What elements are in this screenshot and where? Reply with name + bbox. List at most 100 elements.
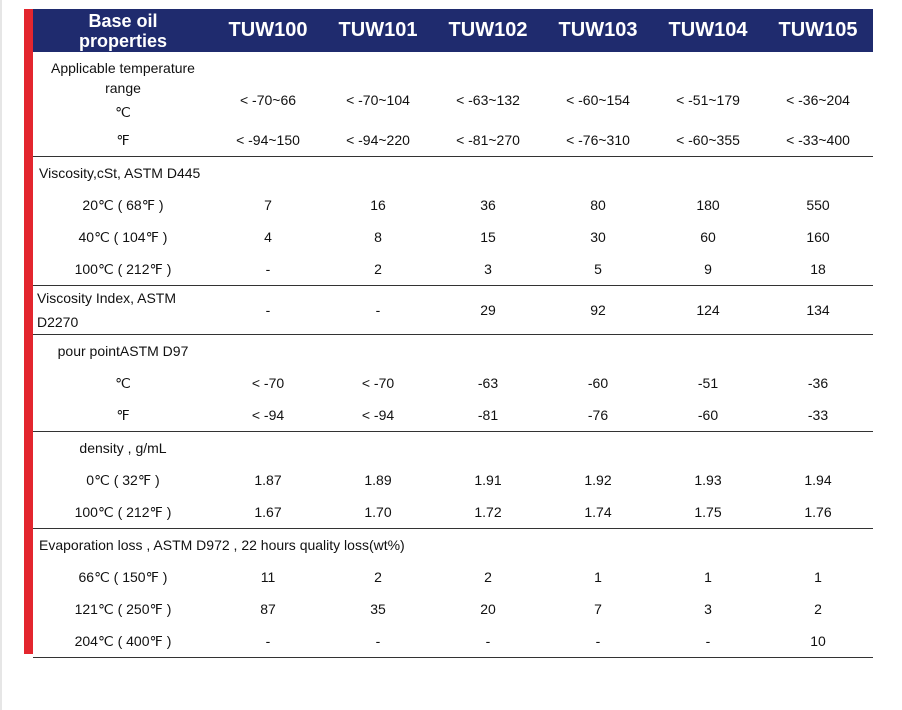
density-title-row: density , g/mL [33, 432, 873, 465]
table-cell: 30 [590, 229, 606, 245]
table-row: 121℃ ( 250℉ ) 87 35 20 7 3 2 [33, 593, 873, 625]
vi-title-line1: Viscosity Index, ASTM [37, 290, 177, 306]
table-cell: < -76~310 [543, 124, 653, 157]
table-cell: 60 [700, 229, 716, 245]
viscosity-index-label: Viscosity Index, ASTM D2270 [33, 285, 213, 335]
header-title-line1: Base oil [88, 10, 158, 31]
row-label: ℃ [115, 374, 131, 391]
row-label: ℉ [33, 124, 213, 157]
density-title: density , g/mL [79, 440, 167, 456]
table-cell: 87 [260, 601, 276, 617]
table-cell: 11 [260, 569, 276, 585]
header-row: Base oil properties TUW100 TUW101 TUW102… [33, 9, 873, 52]
vi-title-line2: D2270 [37, 314, 79, 330]
product-header: TUW103 [543, 9, 653, 52]
table-cell: < -94~150 [213, 124, 323, 157]
table-cell: 8 [374, 229, 382, 245]
row-label: 20℃ ( 68℉ ) [82, 196, 164, 213]
table-cell: 1.70 [323, 496, 433, 529]
table-cell: < -94 [323, 399, 433, 432]
evap-title: Evaporation loss , ASTM D972 , 22 hours … [39, 537, 405, 553]
row-label: ℃ [115, 103, 131, 120]
table-row: range < -70~66 < -70~104 < -63~132 < -60… [33, 76, 873, 108]
table-cell: 7 [594, 601, 602, 617]
table-cell: 5 [543, 253, 653, 286]
table-row: 204℃ ( 400℉ ) - - - - - 10 [33, 625, 873, 658]
table-cell: -60 [653, 399, 763, 432]
table-cell: 35 [370, 601, 386, 617]
table-cell: 1.94 [804, 472, 832, 488]
table-cell: 29 [433, 285, 543, 335]
table-cell: -76 [543, 399, 653, 432]
evap-title-row: Evaporation loss , ASTM D972 , 22 hours … [33, 529, 873, 562]
table-cell: 1.72 [433, 496, 543, 529]
table-cell: 1.76 [763, 496, 873, 529]
table-cell: 15 [480, 229, 496, 245]
table-row: 66℃ ( 150℉ ) 11 2 2 1 1 1 [33, 561, 873, 593]
row-label: ℉ [33, 399, 213, 432]
table-cell: < -70~104 [346, 92, 410, 108]
table-cell: 3 [704, 601, 712, 617]
table-cell: 1.75 [653, 496, 763, 529]
table-row: Viscosity Index, ASTM D2270 - - 29 92 12… [33, 285, 873, 335]
table-cell: 2 [484, 569, 492, 585]
table-cell: 124 [653, 285, 763, 335]
viscosity-title-row: Viscosity,cSt, ASTM D445 [33, 157, 873, 190]
temp-title-line2: range [105, 80, 141, 96]
table-cell: 180 [696, 197, 720, 213]
table-cell: 1.91 [474, 472, 502, 488]
table-cell: < -60~154 [566, 92, 630, 108]
table-row: ℉ < -94 < -94 -81 -76 -60 -33 [33, 399, 873, 432]
table-cell: - [433, 625, 543, 658]
table-cell: < -51~179 [676, 92, 740, 108]
table-cell: 80 [590, 197, 606, 213]
table-cell: 10 [763, 625, 873, 658]
row-label: 0℃ ( 32℉ ) [86, 471, 160, 488]
table-cell: < -33~400 [763, 124, 873, 157]
table-cell: 1.89 [364, 472, 392, 488]
table-cell: 2 [814, 601, 822, 617]
product-header: TUW101 [323, 9, 433, 52]
product-header: TUW102 [433, 9, 543, 52]
table-cell: 2 [323, 253, 433, 286]
table-row: ℃ < -70 < -70 -63 -60 -51 -36 [33, 367, 873, 399]
table-cell: -81 [433, 399, 543, 432]
table-cell: -63 [477, 375, 499, 391]
table-cell: 1 [594, 569, 602, 585]
table-cell: - [543, 625, 653, 658]
table-cell: 1.87 [254, 472, 282, 488]
table-cell: 4 [264, 229, 272, 245]
table-row: 40℃ ( 104℉ ) 4 8 15 30 60 160 [33, 221, 873, 253]
product-header: TUW104 [653, 9, 763, 52]
pour-title-row: pour pointASTM D97 [33, 335, 873, 368]
table-row: 100℃ ( 212℉ ) 1.67 1.70 1.72 1.74 1.75 1… [33, 496, 873, 529]
table-cell: 1.93 [694, 472, 722, 488]
table-cell: 16 [370, 197, 386, 213]
table-cell: 3 [433, 253, 543, 286]
table-cell: - [213, 285, 323, 335]
table-cell: 18 [763, 253, 873, 286]
table-row: 20℃ ( 68℉ ) 7 16 36 80 180 550 [33, 189, 873, 221]
table-cell: -36 [807, 375, 829, 391]
base-oil-properties-table: Base oil properties TUW100 TUW101 TUW102… [33, 9, 873, 658]
table-cell: 2 [374, 569, 382, 585]
table-cell: - [213, 253, 323, 286]
table-cell: 1.74 [543, 496, 653, 529]
row-label: 66℃ ( 150℉ ) [78, 568, 168, 585]
table-row: 100℃ ( 212℉ ) - 2 3 5 9 18 [33, 253, 873, 286]
table-cell: < -70 [361, 375, 395, 391]
viscosity-title: Viscosity,cSt, ASTM D445 [39, 165, 201, 181]
table-cell: < -36~204 [786, 92, 850, 108]
product-header: TUW105 [763, 9, 873, 52]
table-cell: -60 [587, 375, 609, 391]
table-cell: 134 [763, 285, 873, 335]
pour-title: pour pointASTM D97 [57, 343, 189, 359]
table-cell: - [213, 625, 323, 658]
table-cell: 36 [480, 197, 496, 213]
table-cell: < -70 [251, 375, 285, 391]
accent-bar [24, 9, 33, 654]
row-label: 40℃ ( 104℉ ) [78, 228, 168, 245]
table-row: ℉ < -94~150 < -94~220 < -81~270 < -76~31… [33, 124, 873, 157]
table-cell: - [653, 625, 763, 658]
page-left-edge [0, 0, 2, 710]
